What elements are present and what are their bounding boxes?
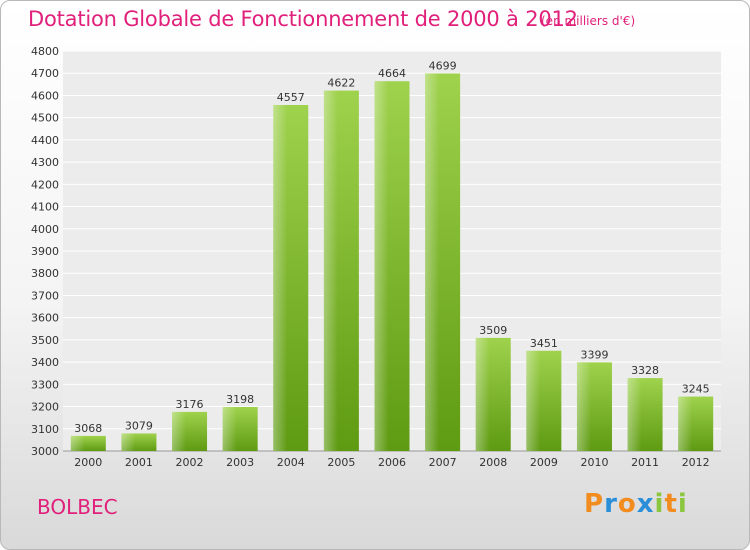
logo-letter: r	[604, 489, 618, 519]
y-tick-label: 3900	[31, 245, 59, 258]
y-tick-label: 4600	[31, 89, 59, 102]
logo-letter: P	[584, 489, 605, 519]
city-name: BOLBEC	[37, 495, 118, 519]
y-tick-label: 3000	[31, 445, 59, 458]
data-label: 4699	[429, 59, 457, 72]
logo-letter: o	[617, 489, 637, 519]
bar-highlight	[374, 81, 410, 451]
bar-highlight	[172, 411, 208, 451]
y-tick-label: 3800	[31, 267, 59, 280]
proxiti-logo[interactable]: Proxiti	[584, 489, 688, 519]
bar-highlight	[627, 378, 663, 451]
data-label: 4664	[378, 67, 406, 80]
x-tick-label: 2001	[125, 456, 153, 469]
x-tick-label: 2009	[530, 456, 558, 469]
bar-highlight	[323, 90, 359, 452]
data-label: 3079	[125, 419, 153, 432]
y-tick-label: 4700	[31, 67, 59, 80]
data-label: 3245	[682, 383, 710, 396]
bar-highlight	[425, 73, 461, 451]
bar-highlight	[576, 362, 612, 451]
x-tick-label: 2012	[682, 456, 710, 469]
data-label: 3509	[479, 324, 507, 337]
logo-letter: x	[636, 489, 655, 519]
x-tick-label: 2000	[74, 456, 102, 469]
x-tick-label: 2006	[378, 456, 406, 469]
logo-letter: t	[664, 489, 678, 519]
logo-letter: i	[677, 489, 688, 519]
x-tick-label: 2004	[277, 456, 305, 469]
x-tick-label: 2010	[580, 456, 608, 469]
y-tick-label: 3700	[31, 289, 59, 302]
y-tick-label: 4400	[31, 134, 59, 147]
bar-highlight	[475, 337, 511, 451]
y-tick-label: 3600	[31, 312, 59, 325]
data-label: 4557	[277, 91, 305, 104]
y-tick-label: 4100	[31, 201, 59, 214]
data-label: 3068	[74, 422, 102, 435]
y-tick-label: 3100	[31, 423, 59, 436]
y-tick-label: 3500	[31, 334, 59, 347]
x-tick-label: 2008	[479, 456, 507, 469]
x-tick-label: 2003	[226, 456, 254, 469]
logo-letter: i	[654, 489, 665, 519]
y-tick-label: 4500	[31, 112, 59, 125]
x-tick-label: 2011	[631, 456, 659, 469]
bar-highlight	[526, 350, 562, 451]
y-tick-label: 4800	[31, 45, 59, 58]
bar-highlight	[222, 407, 258, 451]
x-tick-label: 2007	[429, 456, 457, 469]
y-tick-label: 3300	[31, 378, 59, 391]
data-label: 3176	[176, 398, 204, 411]
data-label: 3328	[631, 364, 659, 377]
y-tick-label: 4000	[31, 223, 59, 236]
x-tick-label: 2005	[327, 456, 355, 469]
chart-subtitle: (en milliers d'€)	[541, 14, 636, 28]
bar-highlight	[121, 433, 157, 451]
bar-highlight	[273, 105, 309, 451]
y-tick-label: 3400	[31, 356, 59, 369]
data-label: 3198	[226, 393, 254, 406]
data-label: 4622	[327, 77, 355, 90]
data-label: 3451	[530, 337, 558, 350]
chart-title: Dotation Globale de Fonctionnement de 20…	[28, 7, 578, 31]
y-tick-label: 3200	[31, 401, 59, 414]
x-tick-label: 2002	[176, 456, 204, 469]
y-tick-label: 4200	[31, 178, 59, 191]
data-label: 3399	[580, 348, 608, 361]
bar-highlight	[678, 396, 714, 451]
y-tick-label: 4300	[31, 156, 59, 169]
bar-highlight	[70, 435, 106, 451]
